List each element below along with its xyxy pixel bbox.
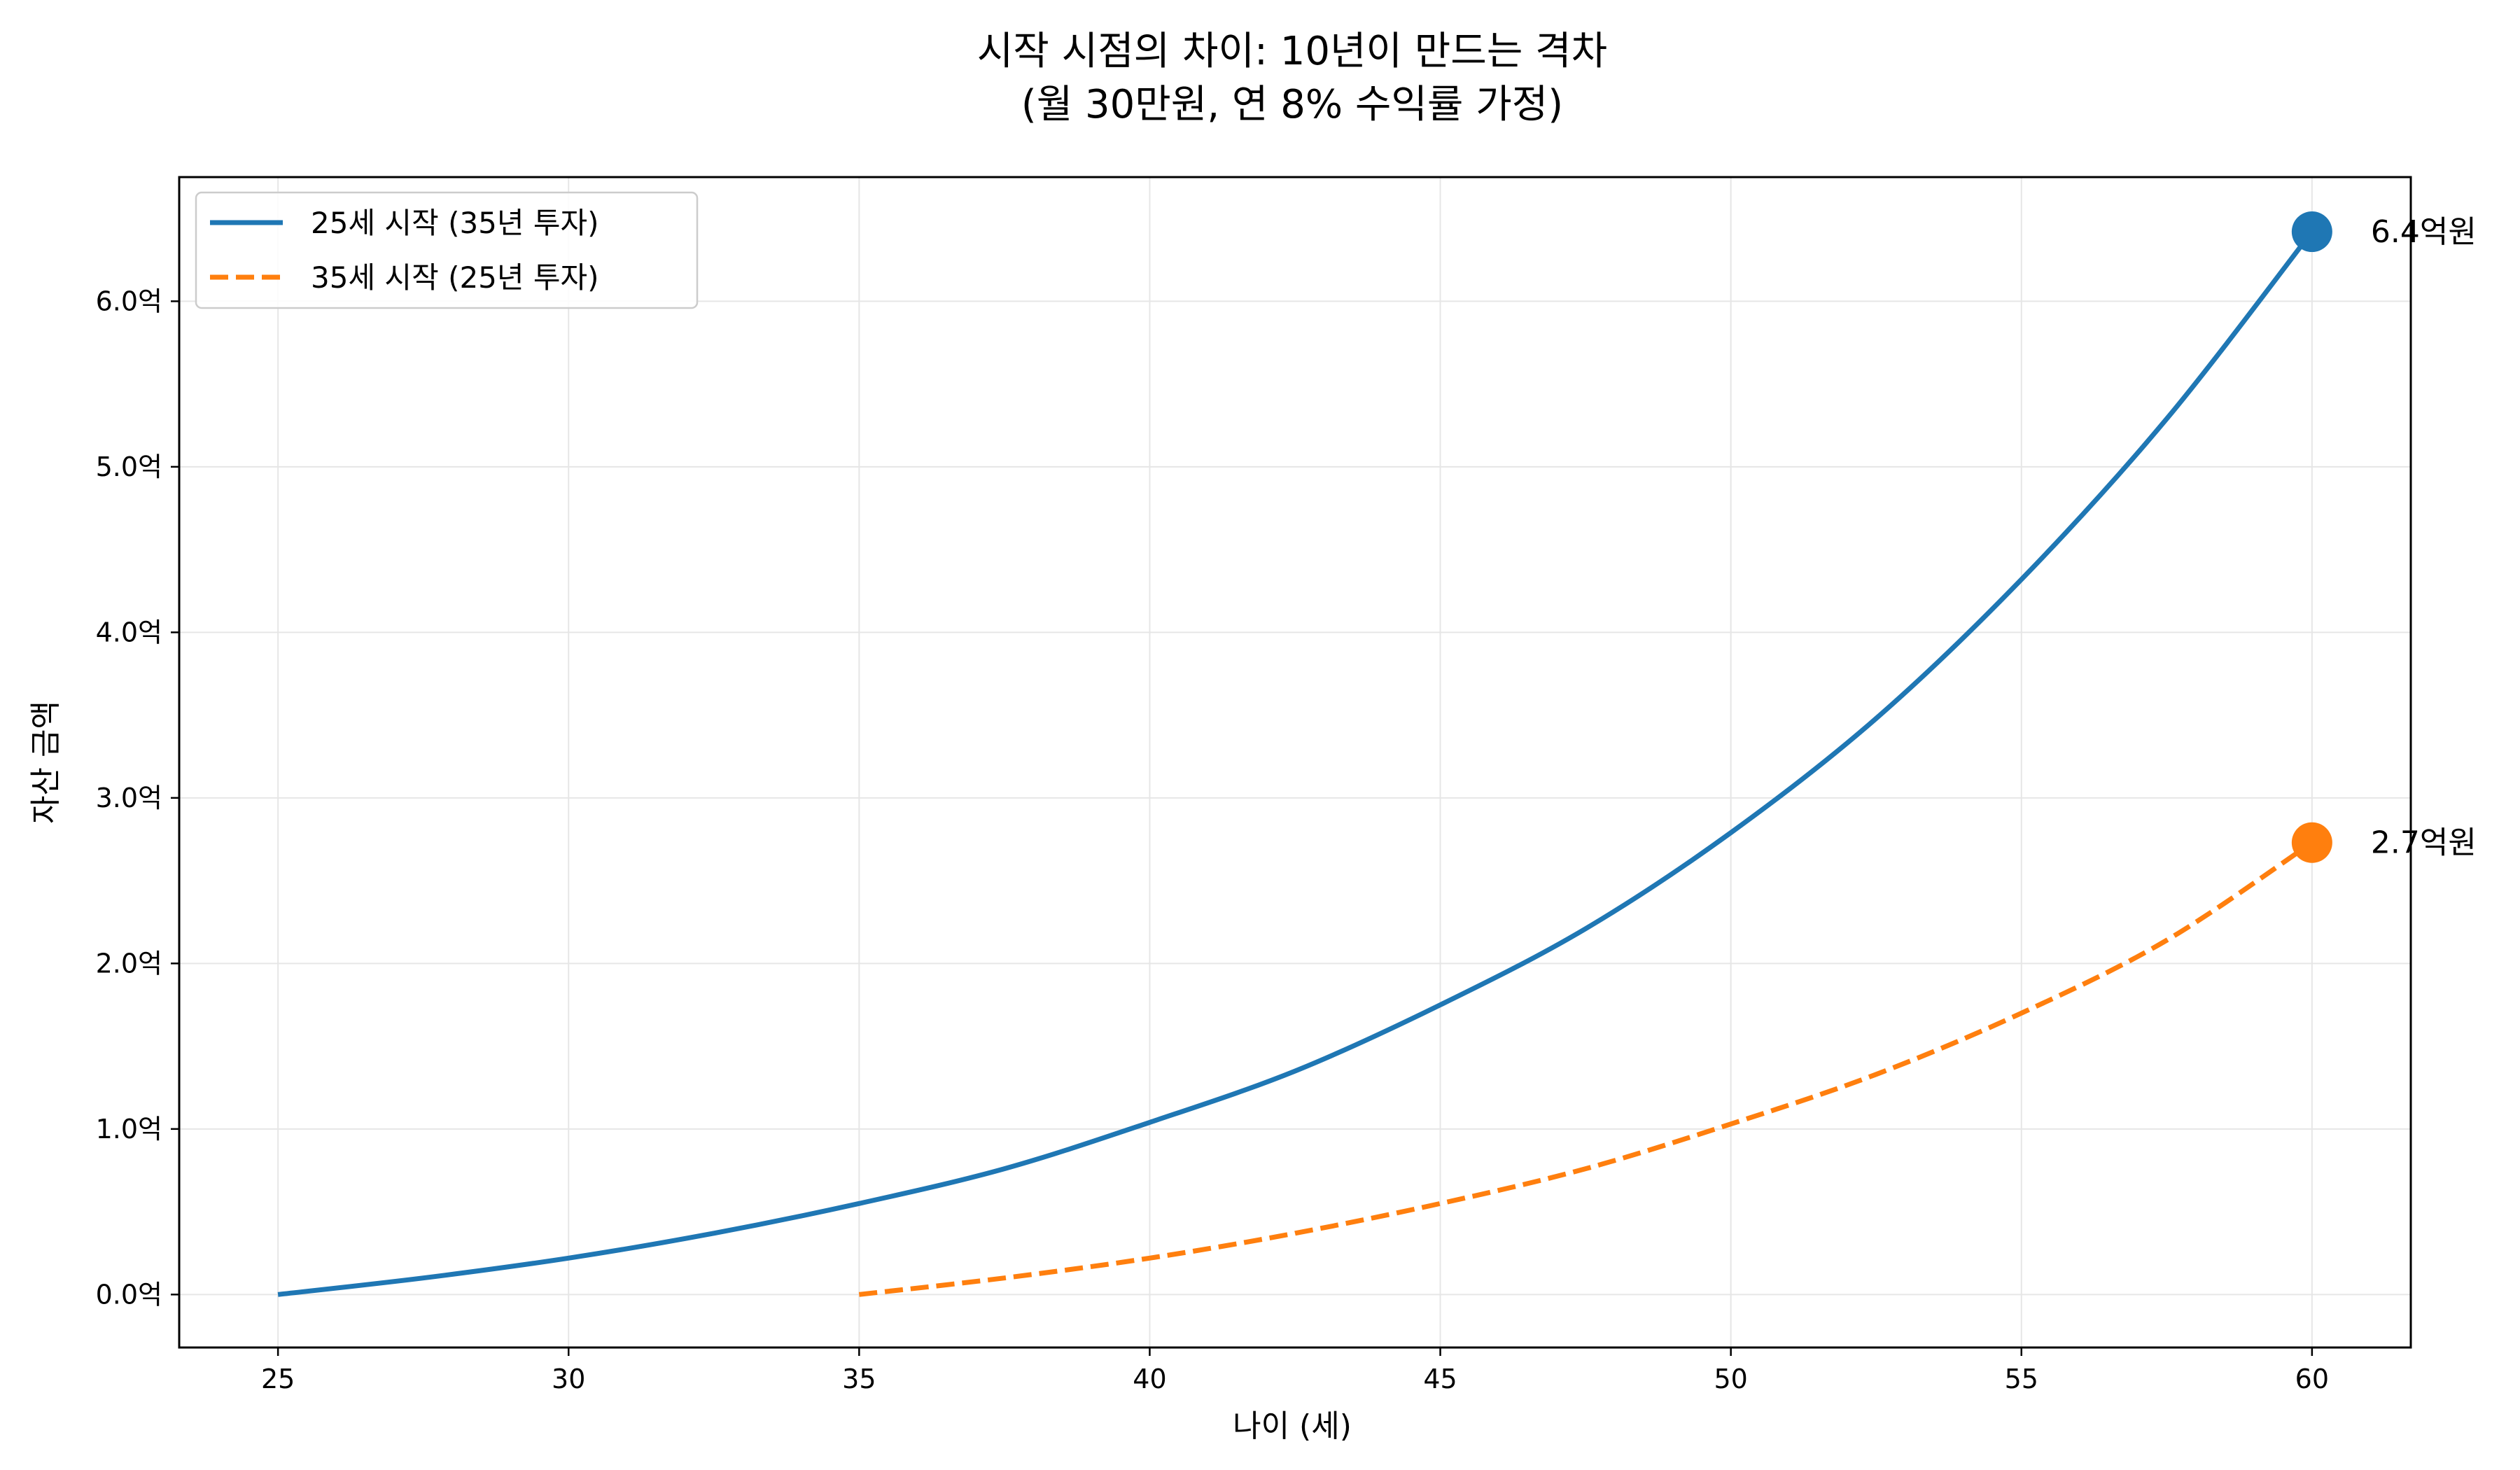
x-tick-label: 45 (1423, 1364, 1457, 1394)
axis-ticks: 25 30 35 40 45 50 55 60 0.0억 1.0억 2.0억 3.0억 4.0억 5.0억… (96, 286, 2329, 1394)
series-line-1 (858, 840, 2314, 1297)
y-tick-label: 4.0억 (96, 617, 162, 648)
y-tick-label: 0.0억 (96, 1279, 162, 1310)
end-label-0: 6.4억원 (2371, 214, 2477, 250)
x-tick-label: 25 (261, 1364, 295, 1394)
y-tick-label: 2.0억 (96, 948, 162, 979)
end-marker-1 (2291, 822, 2332, 863)
series-line-0 (277, 230, 2314, 1297)
legend-box (195, 191, 699, 309)
y-tick-label: 3.0억 (96, 783, 162, 813)
series-layer (277, 230, 2314, 1297)
x-tick-label: 50 (1714, 1364, 1747, 1394)
y-tick-label: 6.0억 (96, 286, 162, 316)
legend-label-35: 35세 시작 (25년 투자) (311, 260, 599, 295)
y-tick-label: 1.0억 (96, 1114, 162, 1144)
y-axis-label: 자산 금액 (28, 701, 64, 824)
end-markers: 6.4억원 2.7억원 (2291, 211, 2477, 863)
end-marker-0 (2291, 211, 2332, 253)
x-tick-label: 60 (2295, 1364, 2329, 1394)
end-label-1: 2.7억원 (2371, 825, 2477, 861)
y-tick-label: 5.0억 (96, 451, 162, 482)
x-tick-label: 35 (842, 1364, 876, 1394)
x-tick-label: 55 (2005, 1364, 2038, 1394)
legend: 25세 시작 (35년 투자) 35세 시작 (25년 투자) (195, 191, 699, 309)
x-axis-label: 나이 (세) (1233, 1408, 1352, 1444)
grid (179, 177, 2411, 1348)
legend-label-25: 25세 시작 (35년 투자) (311, 206, 599, 240)
chart-subtitle: (월 30만원, 연 8% 수익률 가정) (1021, 82, 1563, 127)
x-tick-label: 30 (552, 1364, 585, 1394)
plot-frame (178, 176, 2412, 1349)
x-tick-label: 40 (1133, 1364, 1166, 1394)
chart-title: 시작 시점의 차이: 10년이 만드는 격차 (977, 29, 1607, 74)
